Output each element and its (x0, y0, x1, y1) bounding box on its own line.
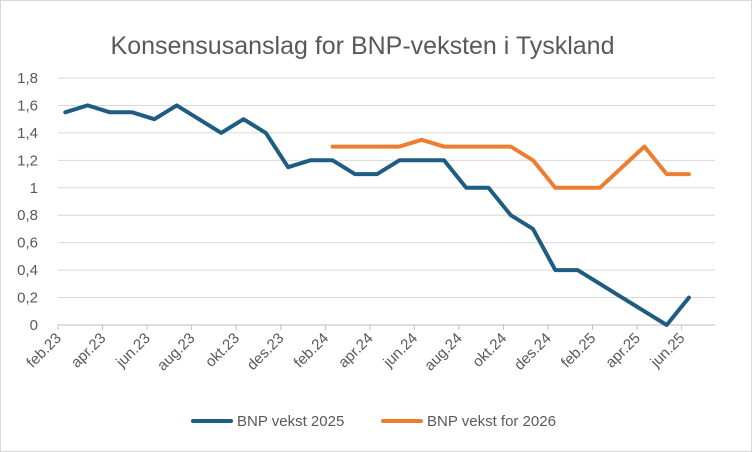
x-tick-label: jun.25 (647, 330, 689, 372)
x-tick-label: feb.24 (291, 330, 333, 372)
series-lines (63, 103, 691, 327)
y-tick-label: 0,6 (17, 235, 38, 252)
series-line-1 (63, 103, 691, 327)
x-tick-label: aug.23 (154, 330, 198, 374)
legend-label-1: BNP vekst 2025 (237, 413, 344, 430)
y-tick-label: 1,6 (17, 97, 38, 114)
x-tick-label: des.24 (511, 330, 555, 374)
x-tick-label: feb.25 (558, 330, 600, 372)
x-axis: feb.23 apr.23 jun.23 aug.23 okt.23 des.23 feb.… (23, 324, 715, 374)
legend-label-2: BNP vekst for 2026 (427, 413, 556, 430)
x-tick-label: okt.23 (202, 330, 243, 371)
x-tick-label: okt.24 (469, 330, 510, 371)
legend: BNP vekst 2025 BNP vekst for 2026 (191, 413, 556, 430)
y-axis-ticks: 0 0,2 0,4 0,6 0,8 1 1,2 1,4 1,6 1,8 (17, 70, 38, 334)
y-tick-label: 1 (30, 180, 38, 197)
x-tick-label: des.23 (244, 330, 288, 374)
x-tick-label: jun.24 (380, 330, 422, 372)
y-tick-label: 1,2 (17, 152, 38, 169)
x-tick-label: feb.23 (23, 330, 65, 372)
x-tick-label: aug.24 (421, 330, 465, 374)
series-line-2 (330, 137, 691, 190)
x-tick-label: apr.25 (602, 330, 644, 372)
y-tick-label: 0,2 (17, 290, 38, 307)
chart-title: Konsensusanslag for BNP-veksten i Tyskla… (110, 32, 615, 60)
gridlines (58, 77, 715, 299)
y-tick-label: 0,4 (17, 262, 38, 279)
x-tick-label: apr.24 (335, 330, 377, 372)
x-tick-label: jun.23 (112, 330, 154, 372)
x-tick-label: apr.23 (68, 330, 110, 372)
y-tick-label: 1,4 (17, 125, 38, 142)
y-tick-label: 0 (30, 317, 38, 334)
y-tick-label: 1,8 (17, 70, 38, 87)
y-tick-label: 0,8 (17, 207, 38, 224)
